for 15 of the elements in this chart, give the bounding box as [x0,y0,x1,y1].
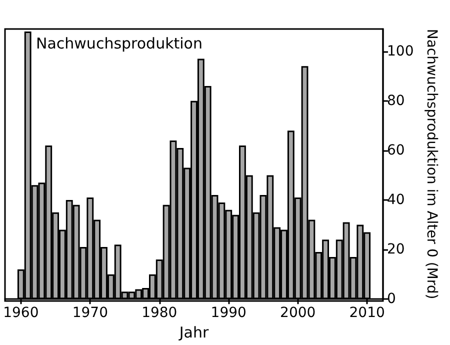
y-tick-label: 100 [387,43,414,60]
x-axis-title: Jahr [178,324,210,342]
x-tick-label: 1980 [142,305,178,322]
y-tick-label: 0 [387,291,396,308]
x-tick-label: 2010 [349,305,385,322]
x-tick-label: 1990 [210,305,246,322]
y-tick-label: 20 [387,242,405,258]
x-tick-label: 1960 [3,305,39,322]
x-tick-label: 1970 [72,305,108,322]
x-tick-label: 2000 [280,305,316,322]
y-tick-label: 40 [387,192,405,208]
y-tick-label: 80 [387,92,405,109]
y-tick-label: 60 [387,142,405,158]
y-axis-title: Nachwuchsproduktion im Alter 0 (Mrd) [424,28,440,300]
annotation: Nachwuchsproduktion [36,34,202,52]
